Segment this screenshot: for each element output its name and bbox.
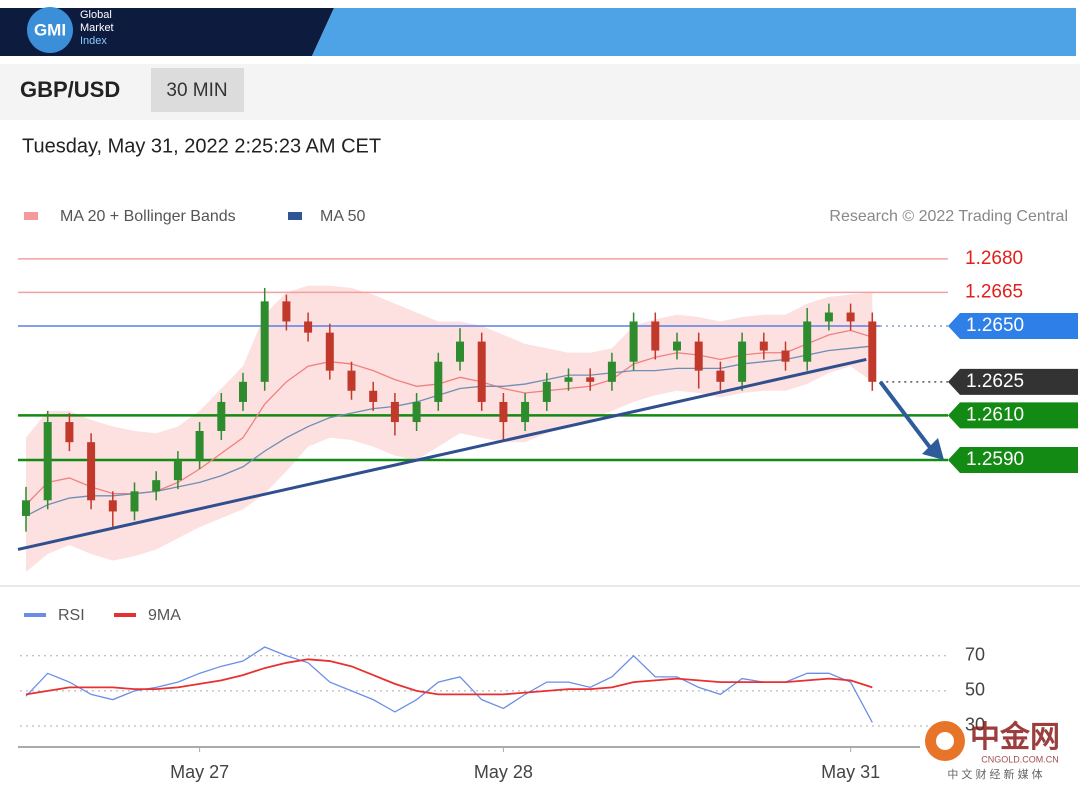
candle-body	[390, 401, 399, 423]
candle-body	[325, 332, 334, 371]
candle-body	[434, 361, 443, 402]
candle-body	[282, 301, 291, 322]
x-tick-label: May 27	[170, 762, 229, 782]
level-label: 1.2650	[966, 315, 1024, 336]
candle-body	[716, 370, 725, 382]
timeframe[interactable]: 30 MIN	[166, 80, 227, 101]
level-label: 1.2680	[965, 248, 1023, 269]
candle-body	[217, 401, 226, 431]
level-label: 1.2610	[966, 404, 1024, 425]
candle-body	[673, 341, 681, 351]
y-tick-label: 30	[965, 715, 985, 735]
legend-swatch	[24, 212, 38, 220]
candle-body	[347, 370, 356, 391]
candle-body	[607, 361, 616, 382]
symbol: GBP/USD	[20, 77, 120, 102]
candle-body	[22, 500, 30, 516]
candle-body	[824, 312, 833, 322]
level-tag	[948, 447, 1078, 474]
candle-body	[87, 442, 96, 501]
logo-text[interactable]: GMI	[34, 20, 66, 39]
legend-label: 9MA	[148, 607, 181, 624]
candle-body	[629, 321, 638, 362]
candle-body	[43, 422, 52, 501]
candle-body	[586, 377, 595, 382]
candle-body	[239, 381, 247, 402]
candle-body	[130, 491, 139, 512]
x-tick-label: May 28	[474, 762, 533, 782]
candle-body	[781, 350, 790, 362]
level-tag	[948, 368, 1078, 395]
candle-body	[369, 390, 378, 402]
candle-body	[846, 312, 855, 322]
candle-body	[108, 500, 117, 512]
bollinger-band	[26, 285, 873, 572]
header-right	[312, 8, 1076, 56]
candle-body	[173, 460, 182, 481]
candle-body	[477, 341, 486, 402]
header-left	[0, 8, 334, 56]
level-tag	[948, 312, 1078, 339]
candle-body	[499, 401, 508, 423]
x-tick-label: May 31	[821, 762, 880, 782]
legend-label: MA 50	[320, 208, 365, 225]
level-tag	[948, 402, 1078, 429]
charts: MA 20 + Bollinger Bands MA 50 Research © 2…	[17, 208, 1078, 782]
projection-arrow	[878, 380, 934, 452]
y-tick-label: 50	[965, 680, 985, 700]
timeframe-button[interactable]	[151, 68, 244, 112]
candle-body	[738, 341, 747, 382]
level-label: 1.2590	[966, 449, 1024, 470]
legend-label: MA 20 + Bollinger Bands	[60, 208, 236, 225]
candle-body	[195, 431, 204, 461]
candle-body	[564, 377, 573, 382]
series-line	[25, 646, 873, 723]
candle-body	[542, 381, 551, 402]
candle-body	[65, 422, 74, 443]
brand: Index	[80, 35, 107, 47]
projection-arrowhead	[922, 438, 944, 461]
y-tick-label: 70	[965, 645, 985, 665]
level-label: 1.2625	[966, 371, 1024, 392]
ma20-line	[25, 329, 873, 506]
candle-body	[456, 341, 464, 362]
watermark-tagline: 中 文 财 经 新 媒 体	[947, 767, 1042, 781]
legend-swatch	[288, 212, 302, 220]
brand: Market	[80, 22, 114, 34]
level-label: 1.2665	[965, 281, 1023, 302]
candle-body	[412, 401, 421, 423]
candle-body	[803, 321, 812, 362]
watermark-logo-inner	[936, 732, 954, 750]
candle-body	[651, 321, 660, 351]
candle-body	[260, 301, 269, 382]
candle-body	[759, 341, 768, 351]
watermark-name: 中金网	[970, 720, 1060, 754]
brand: Global	[80, 9, 112, 21]
ma50-line	[25, 345, 873, 517]
candle-body	[152, 480, 161, 492]
candle-body	[868, 321, 877, 382]
logo[interactable]	[27, 7, 73, 53]
trendline	[17, 358, 867, 551]
candle-body	[304, 321, 313, 333]
candle-body	[521, 401, 530, 423]
credit: Research © 2022 Trading Central	[829, 208, 1068, 225]
candle-body	[694, 341, 703, 371]
timestamp: Tuesday, May 31, 2022 2:25:23 AM CET	[22, 135, 381, 157]
series-line	[25, 658, 873, 696]
watermark-domain: CNGOLD.COM.CN	[981, 754, 1059, 764]
legend-label: RSI	[58, 607, 85, 624]
